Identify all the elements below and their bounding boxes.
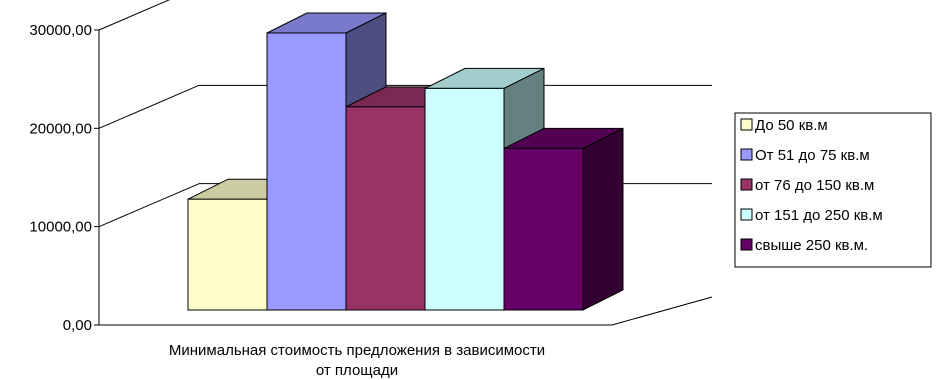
floor-right-edge (611, 296, 713, 326)
bar-front-face (424, 87, 505, 311)
y-tick-label: 20000,00 (29, 120, 92, 137)
legend-label: свыше 250 кв.м. (755, 237, 868, 254)
y-tick-label: 30000,00 (29, 22, 92, 39)
legend-item: До 50 кв.м (740, 117, 828, 134)
legend: До 50 кв.м От 51 до 75 кв.м от 76 до 150 к… (734, 112, 932, 268)
gridline-side (98, 0, 171, 31)
bar-front-face (345, 106, 426, 311)
gridline-side (98, 84, 200, 129)
bar-front-face (503, 147, 584, 311)
bar-side-face (582, 127, 624, 311)
x-category-label-line: от площади (316, 362, 398, 379)
bar-front-face (266, 32, 347, 311)
legend-swatch (740, 148, 753, 161)
legend-swatch (740, 238, 753, 251)
legend-swatch (740, 118, 753, 131)
legend-label: от 76 до 150 кв.м (755, 177, 874, 194)
legend-label: От 51 до 75 кв.м (755, 147, 870, 164)
legend-item: от 151 до 250 кв.м (740, 207, 883, 224)
legend-swatch (740, 208, 753, 221)
bar-5 (503, 127, 624, 311)
y-tick-label: 0,00 (63, 317, 92, 334)
legend-item: От 51 до 75 кв.м (740, 147, 870, 164)
y-tick-label: 10000,00 (29, 219, 92, 236)
legend-swatch (740, 178, 753, 191)
legend-item: от 76 до 150 кв.м (740, 177, 874, 194)
bar-front-face (187, 198, 268, 311)
bars (187, 12, 624, 311)
legend-item: свыше 250 кв.м. (740, 237, 868, 254)
x-axis-label: Минимальная стоимость предложения в зави… (169, 342, 545, 379)
legend-label: от 151 до 250 кв.м (755, 207, 883, 224)
legend-label: До 50 кв.м (755, 117, 828, 134)
gridline-side (98, 183, 200, 228)
x-category-label-line: Минимальная стоимость предложения в зави… (169, 342, 545, 359)
axes: 0,00 10000,00 20000,00 30000,00 (29, 22, 713, 334)
legend-frame (734, 112, 932, 268)
